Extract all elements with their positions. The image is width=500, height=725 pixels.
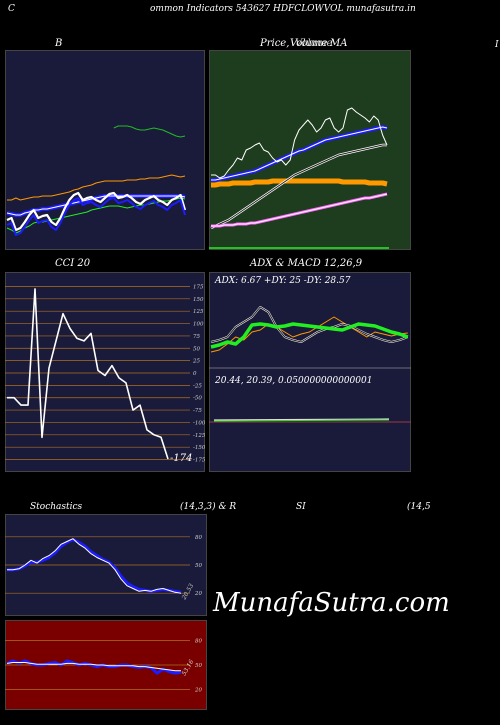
price-ma-title-a: Price, [260,38,290,49]
cci-tick-label: 0 [193,371,197,377]
stoch-k-line [7,538,182,594]
cci-tick-label: 50 [193,346,200,352]
bollinger-top-band [113,125,186,138]
price-ma-volume-ma [211,178,388,188]
cci-tick-label: -150 [193,445,205,451]
stoch-title: Stochastics [30,502,83,512]
rsi-title: SI [296,502,306,512]
price-ma-price [211,107,388,179]
price-ma-title-b: Volume [290,38,328,49]
cci-tick-label: 175 [193,284,204,290]
rsi-tick-label: 50 [195,663,202,669]
price-ma-title-d: MA [330,38,348,49]
adx-line [210,322,409,349]
cci-tick-label: 25 [192,359,200,365]
cci-tick-label: -125 [193,433,205,439]
cci-chart: 175 150 125 100 75 50 25 0 -25 -50 -75 -100 -125 -150… [5,272,205,472]
bollinger-blue-ma [6,197,186,236]
adx-minus-dy [210,316,408,353]
cci-tick-label: 75 [193,334,200,340]
macd-values-label: 20.44, 20.39, 0.050000000000001 [214,376,372,386]
price-ma-chart [209,50,411,250]
cci-tick-label: 100 [193,322,204,328]
cci-tick-label: -75 [193,408,202,414]
header-letter: C [8,4,15,14]
price-ma-title-c: Volume [295,38,333,49]
price-ma-pink-ma-core [211,193,388,227]
stoch-tick-label: 80 [195,535,202,541]
cci-title: CCI 20 [55,258,91,269]
adx-macd-title: ADX & MACD 12,26,9 [250,258,363,269]
bollinger-chart [5,50,205,250]
rsi-tick-label: 80 [195,638,202,644]
stoch-tick-label: 20 [194,591,202,597]
adx-macd-chart: ADX: 6.67 +DY: 25 -DY: 28.57 20.44, 20.3… [209,272,411,472]
bollinger-title: B [55,38,63,49]
price-ma-long-ma [210,144,387,229]
rsi-params: (14,5 [407,502,431,512]
bollinger-price [6,191,187,232]
cci-tick-label: -100 [193,420,205,426]
rsi-tick-label: 20 [194,688,202,694]
page-title: ommon Indicators 543627 HDFCLOWVOL munaf… [150,4,416,14]
cci-last-value: -174 [170,453,192,464]
cci-tick-label: -50 [193,396,202,402]
rsi-signal-line [6,662,181,672]
cci-tick-label: 125 [193,309,204,315]
watermark: MunafaSutra.com [213,588,450,618]
header-right-letter: I [495,40,499,50]
bollinger-lower-band [7,174,186,201]
stoch-params: (14,3,3) & R [180,502,237,512]
cci-tick-label: -25 [193,383,202,389]
adx-plus-dy [210,306,408,343]
cci-line [7,288,169,460]
price-ma-blue-ma-core [211,126,388,181]
cci-tick-label: 150 [193,297,204,303]
adx-values-label: ADX: 6.67 +DY: 25 -DY: 28.57 [214,276,351,286]
cci-tick-label: -175 [193,458,205,464]
stoch-tick-label: 50 [195,563,202,569]
rsi-line [6,659,182,675]
